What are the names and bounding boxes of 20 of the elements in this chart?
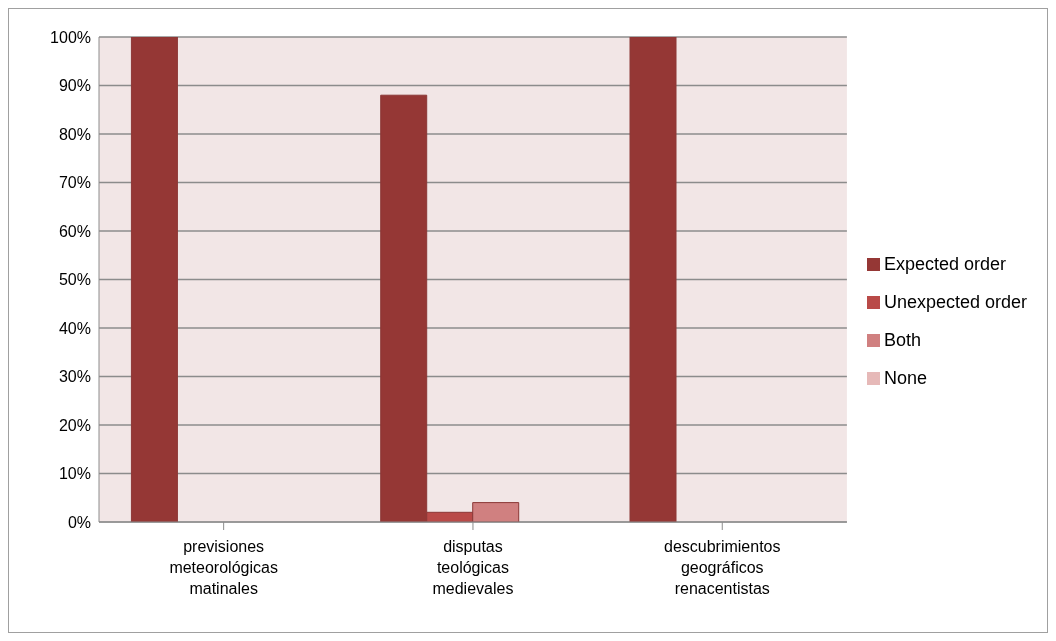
legend-label: None	[883, 367, 927, 388]
legend-label: Both	[883, 329, 921, 350]
y-tick-label: 40%	[58, 319, 91, 337]
x-tick-label: descubrimientos geográficos renacentistas	[664, 538, 781, 597]
y-tick-label: 0%	[67, 513, 91, 531]
y-tick-label: 50%	[58, 271, 91, 289]
x-tick-label: previsiones meteorológicas matinales	[169, 538, 278, 597]
bar	[130, 37, 178, 522]
x-tick-label: disputas teológicas medievales	[432, 538, 514, 597]
legend-label: Expected order	[883, 253, 1006, 274]
y-tick-label: 60%	[58, 222, 91, 240]
y-tick-label: 90%	[58, 77, 91, 95]
bar	[629, 37, 677, 522]
legend-label: Unexpected order	[883, 291, 1027, 312]
y-tick-label: 30%	[58, 368, 91, 386]
y-tick-label: 10%	[58, 465, 91, 483]
y-tick-label: 20%	[58, 416, 91, 434]
y-tick-label: 70%	[58, 174, 91, 192]
y-tick-label: 100%	[50, 28, 91, 46]
y-tick-label: 80%	[58, 125, 91, 143]
